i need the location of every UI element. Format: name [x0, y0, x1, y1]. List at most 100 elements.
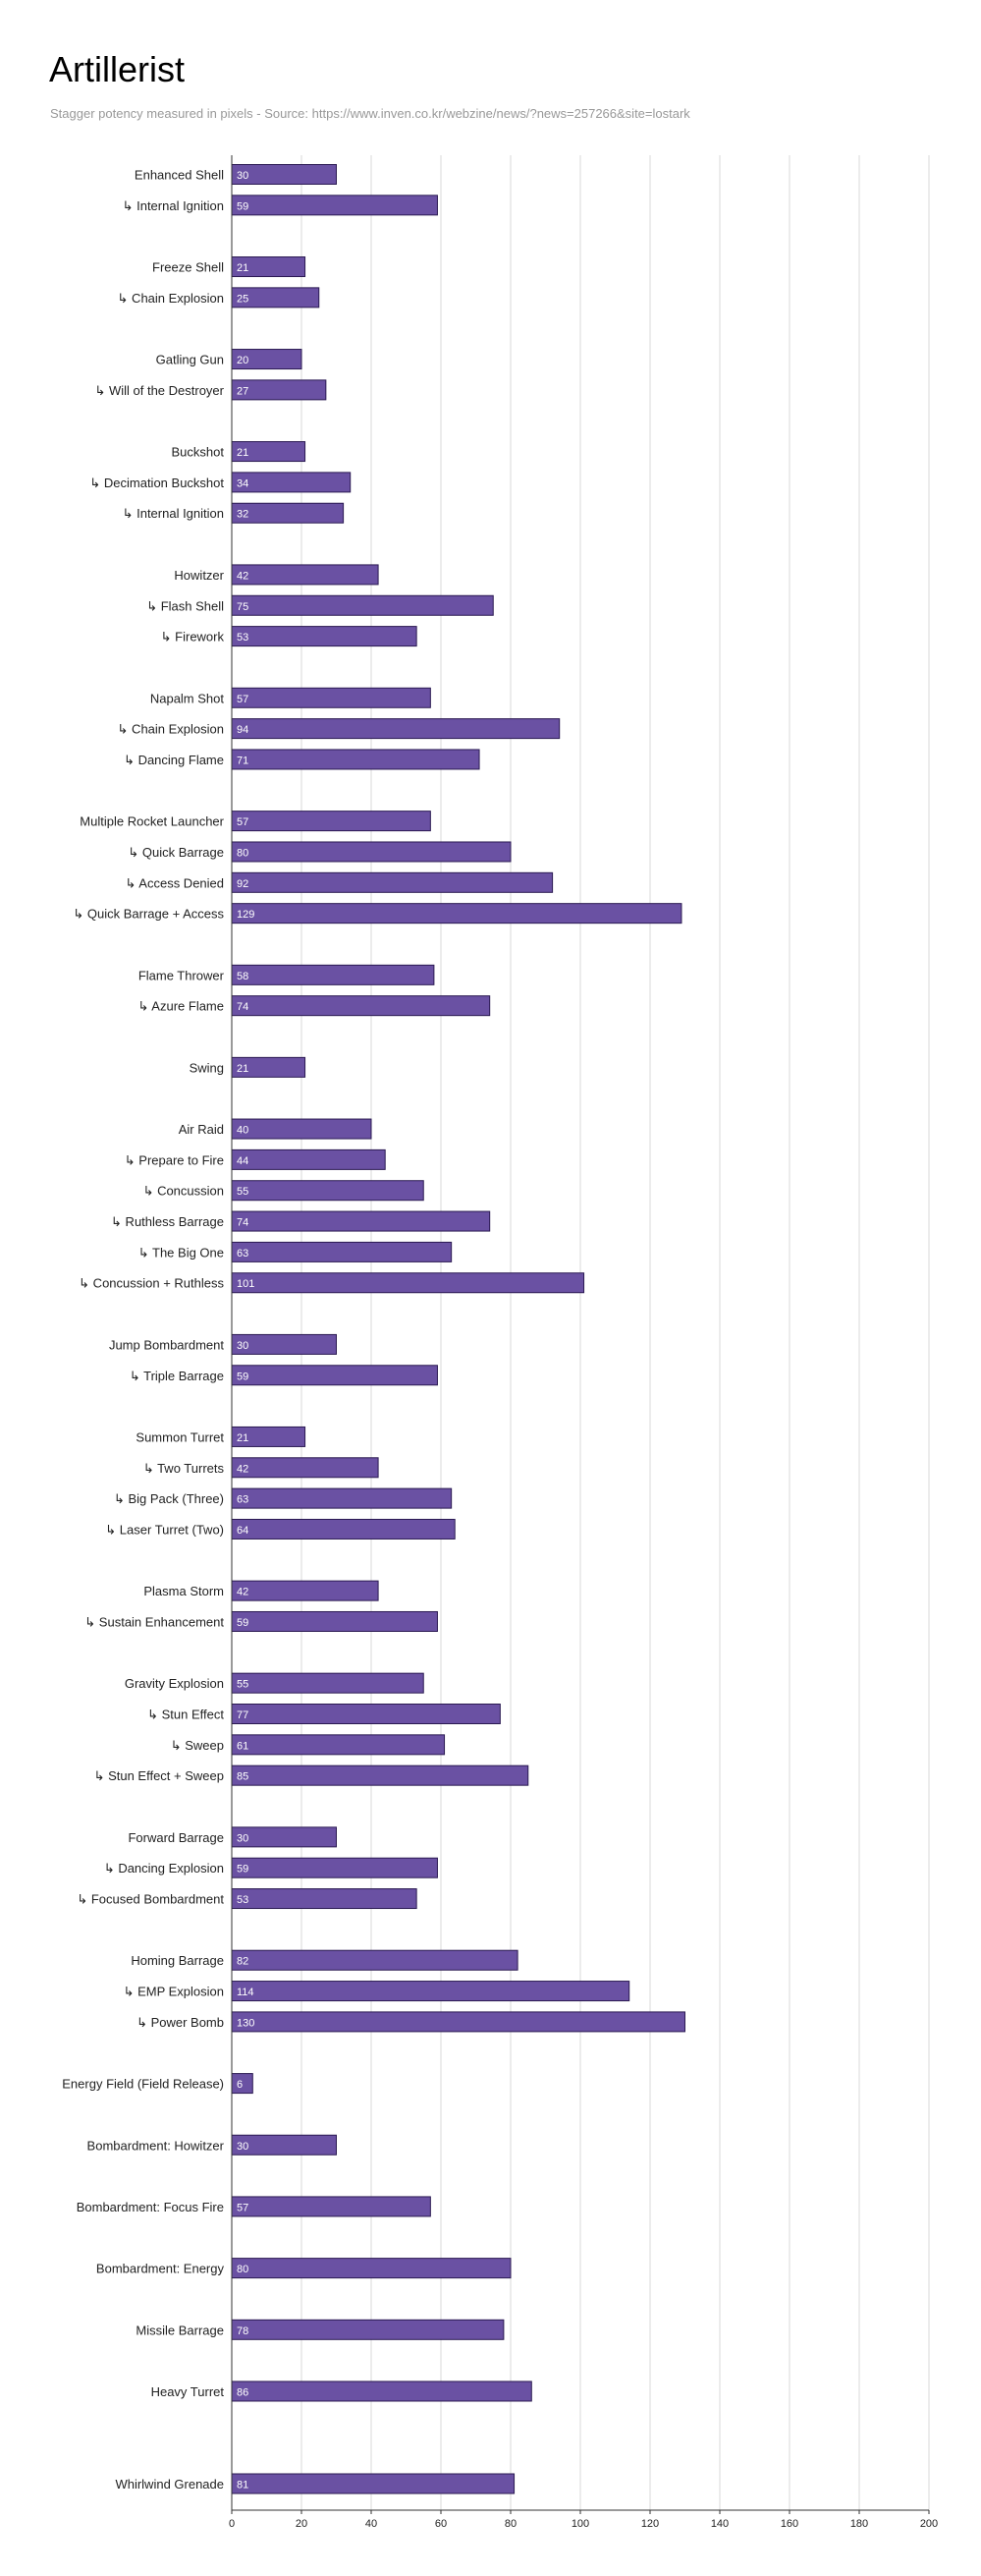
data-label: 30 [237, 1832, 248, 1844]
data-label: 53 [237, 632, 248, 644]
data-label: 42 [237, 1463, 248, 1475]
category-label: Flame Thrower [138, 968, 225, 982]
category-label: Freeze Shell [152, 260, 224, 275]
category-label: ↳ EMP Explosion [124, 1985, 224, 1999]
x-tick-label: 180 [850, 2518, 868, 2530]
bar [231, 1949, 518, 1971]
data-label: 34 [237, 477, 248, 489]
category-label: ↳ Flash Shell [146, 598, 224, 613]
bar [231, 995, 491, 1017]
data-label: 20 [237, 355, 248, 366]
x-tick-label: 80 [505, 2518, 517, 2530]
bar [231, 1210, 491, 1232]
bar [231, 2380, 532, 2402]
data-label: 27 [237, 385, 248, 397]
category-label: Heavy Turret [151, 2384, 225, 2399]
category-label: ↳ Sustain Enhancement [84, 1614, 224, 1629]
data-label: 59 [237, 1864, 248, 1876]
category-label: ↳ Power Bomb [136, 2015, 224, 2030]
category-label: ↳ Chain Explosion [118, 291, 224, 306]
bar [231, 1981, 630, 2002]
data-label: 42 [237, 1587, 248, 1598]
bar [231, 749, 480, 770]
bar [231, 1487, 453, 1509]
category-label: Napalm Shot [150, 691, 225, 705]
category-label: ↳ Stun Effect + Sweep [94, 1768, 224, 1783]
bar [231, 195, 438, 216]
category-label: Gatling Gun [156, 353, 224, 367]
data-label: 42 [237, 570, 248, 582]
bar [231, 1888, 417, 1910]
data-label: 44 [237, 1155, 248, 1167]
data-label: 21 [237, 447, 248, 459]
data-label: 32 [237, 509, 248, 521]
data-label: 21 [237, 262, 248, 274]
category-label: ↳ Access Denied [126, 875, 225, 890]
category-label: ↳ Focused Bombardment [77, 1892, 224, 1907]
x-tick-label: 100 [572, 2518, 589, 2530]
data-label: 21 [237, 1432, 248, 1444]
category-label: ↳ Big Pack (Three) [114, 1491, 224, 1506]
category-label: Buckshot [172, 445, 225, 460]
data-label: 78 [237, 2325, 248, 2337]
data-label: 25 [237, 293, 248, 305]
category-label: Bombardment: Energy [96, 2262, 225, 2276]
x-tick-label: 200 [920, 2518, 938, 2530]
data-label: 94 [237, 724, 248, 736]
data-label: 75 [237, 601, 248, 613]
data-label: 21 [237, 1063, 248, 1075]
bar [231, 811, 431, 832]
chart-subtitle: Stagger potency measured in pixels - Sou… [50, 106, 690, 121]
category-label: Bombardment: Focus Fire [77, 2200, 224, 2214]
category-label: ↳ Chain Explosion [118, 722, 224, 737]
bar [231, 871, 554, 893]
category-label: ↳ Azure Flame [138, 999, 224, 1014]
category-label: ↳ Triple Barrage [130, 1369, 224, 1383]
bar [231, 2319, 505, 2340]
bars: Enhanced Shell 30 ↳ Internal Ignition 59 Fre… [62, 164, 685, 2494]
category-label: Energy Field (Field Release) [62, 2077, 224, 2092]
bar [231, 964, 435, 985]
bar [231, 2258, 512, 2279]
category-label: ↳ Dancing Explosion [104, 1861, 224, 1876]
data-label: 57 [237, 694, 248, 705]
data-label: 30 [237, 170, 248, 182]
data-label: 59 [237, 1371, 248, 1382]
x-tick-label: 160 [781, 2518, 798, 2530]
data-label: 64 [237, 1525, 248, 1537]
bar [231, 1580, 379, 1601]
bar [231, 1518, 456, 1540]
bar [231, 687, 431, 708]
data-label: 129 [237, 909, 254, 921]
data-label: 57 [237, 2202, 248, 2213]
bar [231, 1857, 438, 1878]
bar [231, 1610, 438, 1632]
data-label: 63 [237, 1494, 248, 1506]
bar [231, 1734, 446, 1756]
bar [231, 1457, 379, 1479]
category-label: Multiple Rocket Launcher [80, 814, 224, 829]
bar [231, 594, 494, 616]
x-tick-labels: 0 20 40 60 80 100 120 140 160 180 200 [229, 2510, 938, 2530]
category-label: ↳ Firework [161, 630, 225, 644]
data-label: 59 [237, 1617, 248, 1629]
category-label: ↳ Stun Effect [147, 1708, 224, 1722]
x-tick-label: 20 [296, 2518, 307, 2530]
data-label: 74 [237, 1001, 248, 1013]
x-tick-label: 60 [435, 2518, 447, 2530]
data-label: 77 [237, 1709, 248, 1721]
data-label: 53 [237, 1894, 248, 1906]
category-label: ↳ Concussion + Ruthless [79, 1276, 224, 1291]
category-label: ↳ The Big One [138, 1245, 224, 1260]
x-tick-label: 140 [711, 2518, 729, 2530]
bar [231, 1672, 424, 1694]
bar [231, 1118, 372, 1140]
data-label: 80 [237, 847, 248, 859]
category-label: ↳ Internal Ignition [123, 198, 224, 213]
category-label: ↳ Quick Barrage + Access [73, 907, 224, 922]
data-label: 59 [237, 200, 248, 212]
data-label: 71 [237, 755, 248, 766]
bar [231, 564, 379, 586]
bar [231, 472, 352, 493]
